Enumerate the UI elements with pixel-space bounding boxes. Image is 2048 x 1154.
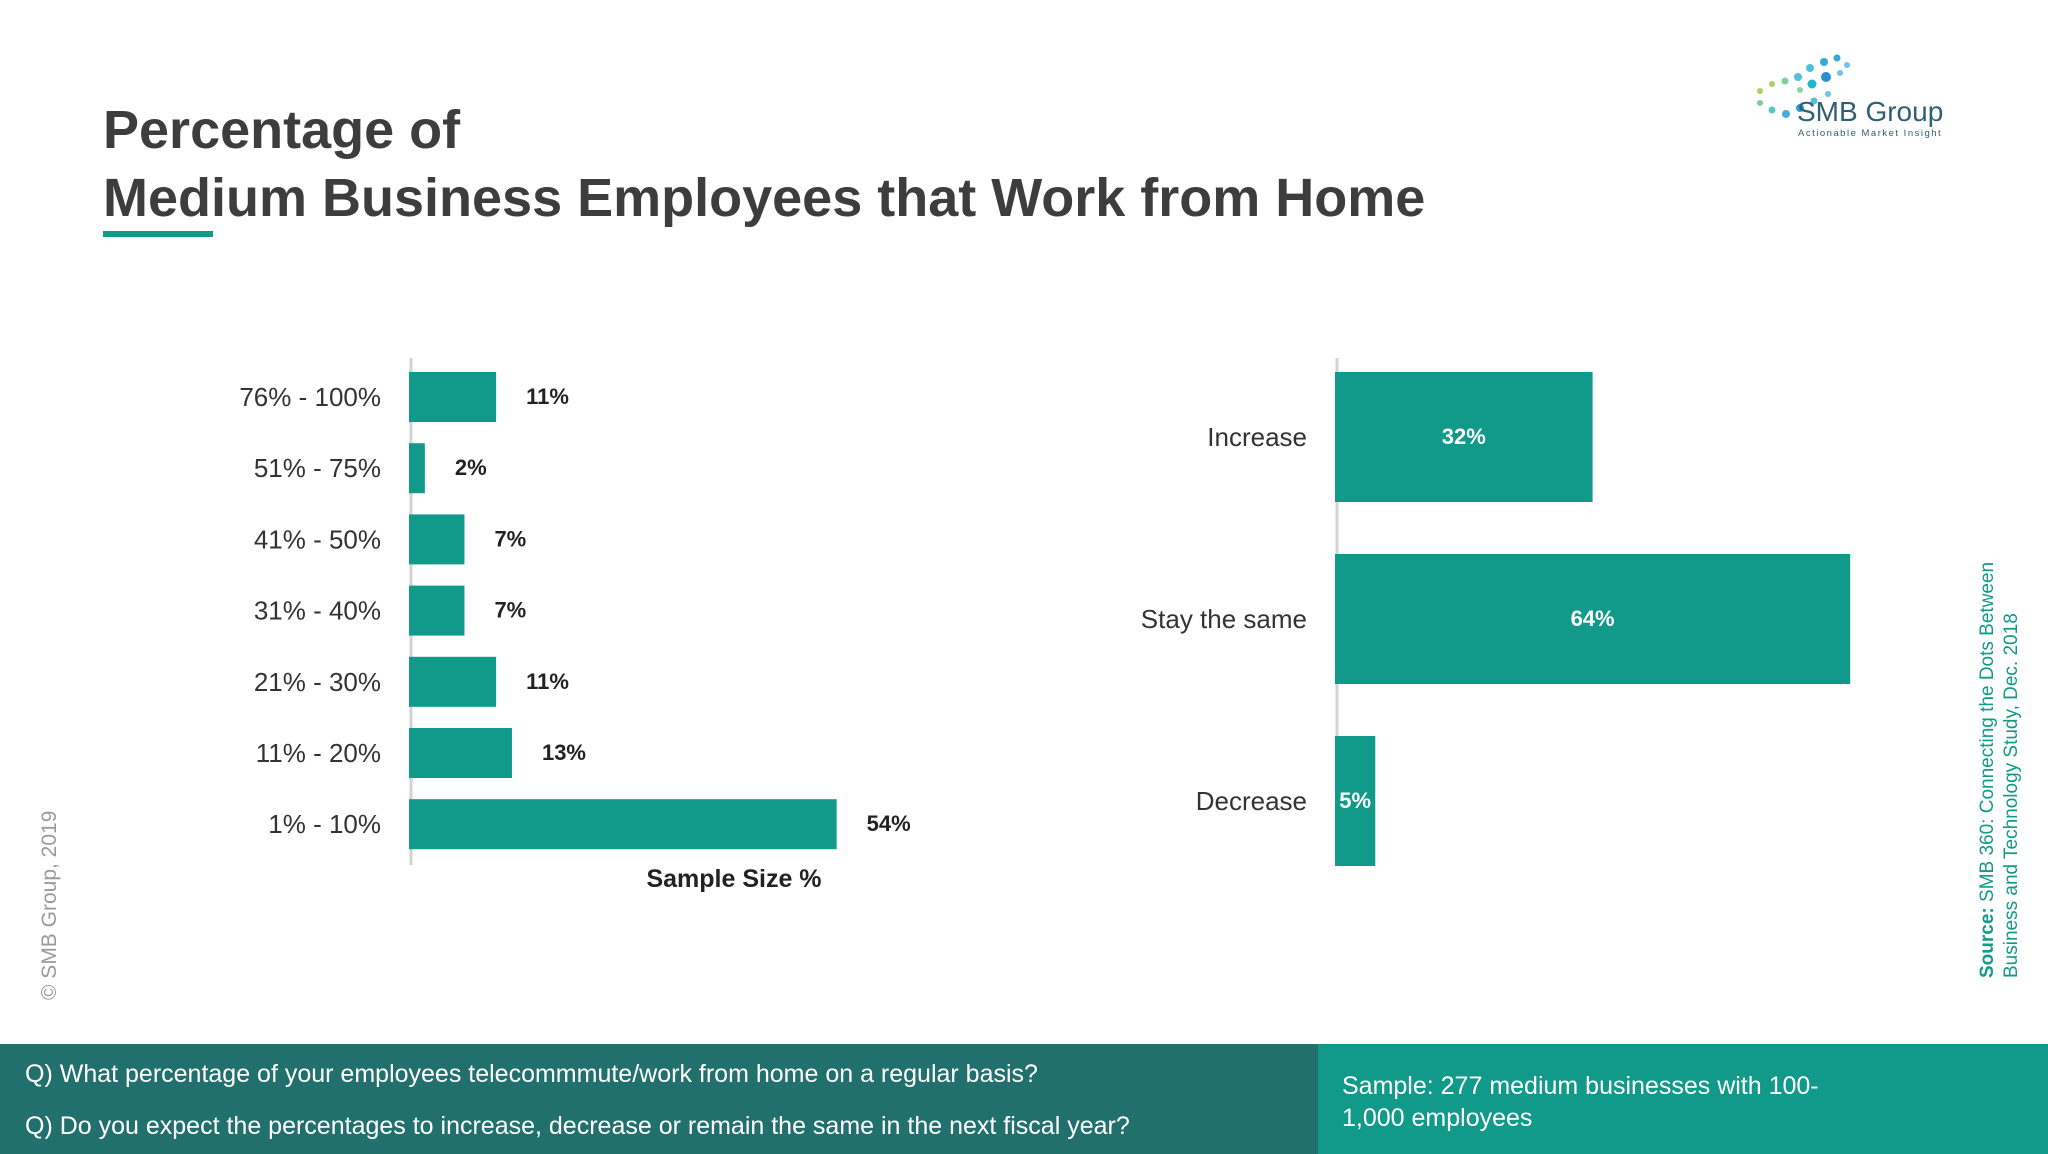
category-label-left: 1% - 10% [268, 809, 381, 839]
bar-left-3 [409, 585, 465, 636]
bar-right-1 [1335, 554, 1851, 684]
source-line-1: SMB 360: Connecting the Dots Between [1977, 561, 1998, 908]
footer-sample-panel [1318, 1044, 2048, 1154]
category-label-left: 31% - 40% [254, 596, 381, 626]
data-label-left: 13% [542, 740, 586, 765]
question-2: Q) Do you expect the percentages to incr… [25, 1112, 1130, 1140]
title-underline [103, 231, 213, 237]
category-label-right: Stay the same [1141, 604, 1307, 634]
bar-right-0 [1335, 372, 1593, 502]
category-label-left: 41% - 50% [254, 524, 381, 554]
charts-canvas: 76% - 100% 11% 51% - 75% 2% 41% - 50% 7% 31% -… [239, 358, 1851, 893]
data-label-left: 2% [455, 455, 487, 480]
data-label-left: 7% [494, 598, 526, 623]
title-line-2: Medium Business Employees that Work from… [103, 168, 1426, 228]
bar-right-2 [1335, 736, 1376, 866]
source-line-2: Business and Technology Study, Dec. 2018 [2001, 613, 2022, 978]
category-label-right: Increase [1207, 422, 1307, 452]
page-title: Percentage of Medium Business Employees … [103, 96, 1425, 232]
bar-left-0 [409, 372, 497, 422]
question-1: Q) What percentage of your employees tel… [25, 1060, 1038, 1088]
data-label-left: 11% [526, 669, 569, 694]
category-label-right: Decrease [1196, 786, 1307, 816]
data-label-right: 5% [1339, 788, 1371, 813]
x-axis-title: Sample Size % [646, 865, 821, 893]
category-label-left: 21% - 30% [254, 667, 381, 697]
smb-group-logo-icon [1757, 54, 1850, 118]
data-label-left: 54% [867, 811, 911, 836]
source-label: Source: [1977, 907, 1998, 978]
copyright-text: © SMB Group, 2019 [38, 810, 61, 1000]
data-label-right: 64% [1571, 606, 1615, 631]
footer-questions-panel: Q) What percentage of your employees tel… [0, 1044, 1318, 1154]
title-line-1: Percentage of [103, 100, 461, 160]
data-label-left: 7% [494, 526, 526, 551]
category-label-left: 76% - 100% [239, 382, 381, 412]
bar-left-1 [409, 443, 425, 494]
data-label-right: 32% [1442, 424, 1486, 449]
category-label-left: 51% - 75% [254, 453, 381, 483]
category-label-left: 11% - 20% [256, 738, 381, 768]
bar-left-4 [409, 656, 497, 707]
bar-left-5 [409, 728, 512, 778]
bar-left-2 [409, 514, 465, 565]
bar-left-6 [409, 799, 837, 850]
logo-wordmark: SMB Group [1797, 96, 1944, 127]
source-note: Source: SMB 360: Connecting the Dots Bet… [1976, 562, 2024, 978]
sample-note: Sample: 277 medium businesses with 100-1… [1342, 1072, 1819, 1132]
logo-tagline: Actionable Market Insight [1798, 128, 1943, 139]
data-label-left: 11% [526, 384, 569, 409]
